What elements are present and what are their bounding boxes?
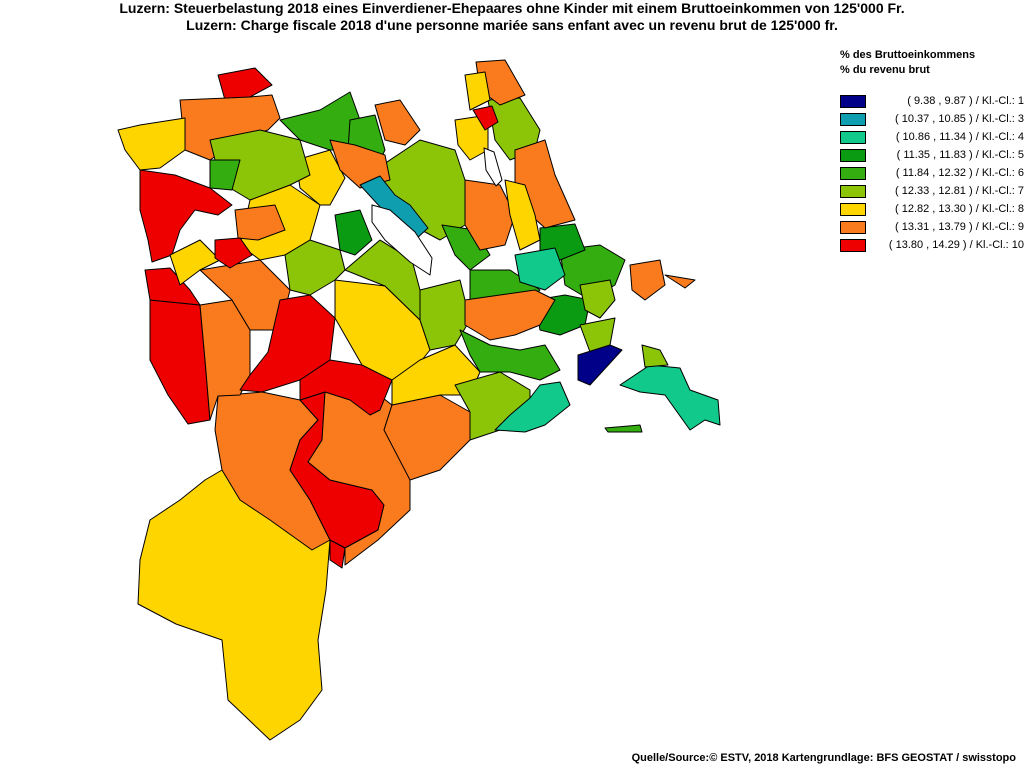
legend-swatch bbox=[840, 130, 866, 144]
municipality bbox=[284, 239, 346, 296]
lake bbox=[483, 147, 503, 187]
municipality bbox=[329, 139, 391, 189]
municipality bbox=[209, 159, 241, 191]
legend-list: ( 9.38 , 9.87 ) / Kl.-Cl.: 1 ( 10.37 , 1… bbox=[840, 92, 1024, 254]
title-line-fr: Luzern: Charge fiscale 2018 d'une person… bbox=[186, 17, 838, 33]
legend-swatch bbox=[840, 148, 866, 162]
municipality bbox=[504, 179, 541, 251]
municipality bbox=[459, 329, 561, 381]
legend: % des Bruttoeinkommens % du revenu brut … bbox=[840, 48, 1024, 254]
legend-label: ( 10.86 , 11.34 ) / Kl.-Cl.: 4 bbox=[895, 131, 1024, 143]
legend-swatch bbox=[840, 220, 866, 234]
municipality bbox=[217, 67, 273, 101]
municipality bbox=[514, 247, 566, 291]
municipality bbox=[619, 364, 721, 431]
legend-item: ( 11.35 , 11.83 ) / Kl.-Cl.: 5 bbox=[840, 146, 1024, 164]
legend-title-de: % des Bruttoeinkommens bbox=[840, 49, 976, 61]
source-note: Quelle/Source:© ESTV, 2018 Kartengrundla… bbox=[631, 752, 1016, 764]
municipality bbox=[329, 539, 346, 569]
legend-item: ( 13.31 , 13.79 ) / Kl.-Cl.: 9 bbox=[840, 218, 1024, 236]
municipality bbox=[179, 94, 281, 161]
legend-label: ( 12.33 , 12.81 ) / Kl.-Cl.: 7 bbox=[894, 185, 1024, 197]
legend-swatch bbox=[840, 166, 866, 180]
legend-label: ( 9.38 , 9.87 ) / Kl.-Cl.: 1 bbox=[907, 95, 1024, 107]
municipality bbox=[664, 274, 696, 289]
municipality bbox=[472, 105, 499, 131]
municipality bbox=[464, 71, 491, 111]
municipality bbox=[137, 469, 331, 741]
legend-label: ( 11.84 , 12.32 ) / Kl.-Cl.: 6 bbox=[895, 167, 1024, 179]
municipality bbox=[144, 267, 201, 306]
map-title: Luzern: Steuerbelastung 2018 eines Einve… bbox=[0, 0, 1024, 34]
municipality bbox=[139, 169, 233, 263]
legend-title-fr: % du revenu brut bbox=[840, 64, 930, 76]
legend-item: ( 13.80 , 14.29 ) / Kl.-Cl.: 10 bbox=[840, 236, 1024, 254]
legend-item: ( 12.82 , 13.30 ) / Kl.-Cl.: 8 bbox=[840, 200, 1024, 218]
municipality bbox=[234, 204, 286, 241]
legend-label: ( 13.80 , 14.29 ) / Kl.-Cl.: 10 bbox=[888, 239, 1024, 251]
legend-label: ( 12.82 , 13.30 ) / Kl.-Cl.: 8 bbox=[894, 203, 1024, 215]
municipality bbox=[214, 237, 253, 269]
municipality bbox=[494, 381, 571, 433]
municipality bbox=[464, 179, 516, 251]
municipality bbox=[604, 424, 643, 433]
legend-label: ( 10.37 , 10.85 ) / Kl.-Cl.: 3 bbox=[894, 113, 1024, 125]
municipality bbox=[117, 117, 186, 171]
municipality bbox=[464, 289, 556, 341]
legend-swatch bbox=[840, 112, 866, 126]
legend-label: ( 11.35 , 11.83 ) / Kl.-Cl.: 5 bbox=[896, 149, 1024, 161]
legend-swatch bbox=[840, 202, 866, 216]
legend-swatch bbox=[840, 94, 866, 108]
legend-item: ( 10.37 , 10.85 ) / Kl.-Cl.: 3 bbox=[840, 110, 1024, 128]
municipality bbox=[579, 279, 616, 319]
legend-swatch bbox=[840, 238, 866, 252]
municipality bbox=[577, 344, 623, 386]
lake bbox=[371, 204, 433, 276]
municipality bbox=[334, 209, 373, 256]
municipality bbox=[383, 394, 471, 481]
legend-item: ( 11.84 , 12.32 ) / Kl.-Cl.: 6 bbox=[840, 164, 1024, 182]
legend-item: ( 12.33 , 12.81 ) / Kl.-Cl.: 7 bbox=[840, 182, 1024, 200]
legend-item: ( 9.38 , 9.87 ) / Kl.-Cl.: 1 bbox=[840, 92, 1024, 110]
municipality bbox=[239, 294, 336, 393]
municipality bbox=[629, 259, 666, 301]
legend-item: ( 10.86 , 11.34 ) / Kl.-Cl.: 4 bbox=[840, 128, 1024, 146]
legend-label: ( 13.31 , 13.79 ) / Kl.-Cl.: 9 bbox=[894, 221, 1024, 233]
title-line-de: Luzern: Steuerbelastung 2018 eines Einve… bbox=[119, 0, 905, 16]
municipality bbox=[641, 344, 669, 368]
legend-swatch bbox=[840, 184, 866, 198]
municipality bbox=[169, 239, 221, 286]
municipality bbox=[374, 99, 421, 146]
municipality bbox=[419, 279, 471, 351]
